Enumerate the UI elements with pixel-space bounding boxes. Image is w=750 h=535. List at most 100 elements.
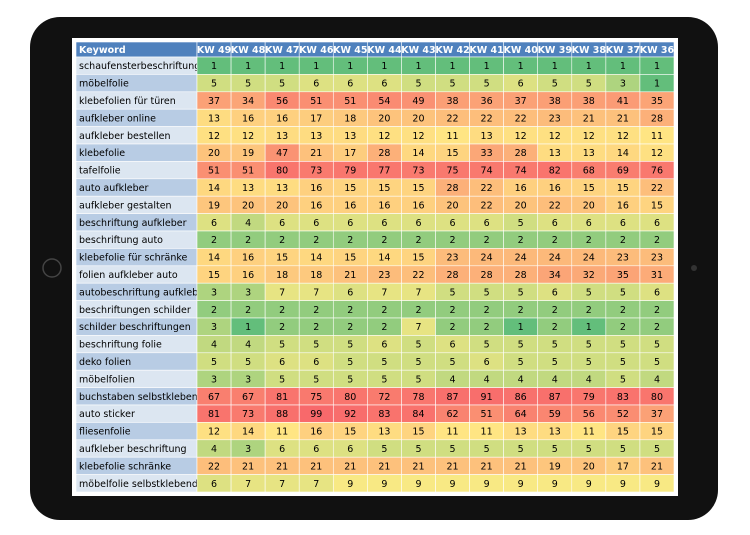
value-label: 3 [620,79,626,90]
value-label: 47 [276,148,288,159]
header-label: KW 41 [469,45,503,56]
value-label: 15 [651,200,663,211]
header-label: KW 37 [606,45,640,56]
value-label: 5 [484,287,490,298]
value-label: 5 [415,340,421,351]
value-label: 15 [412,183,424,194]
value-label: 2 [484,305,490,316]
value-label: 2 [654,305,660,316]
value-label: 4 [654,374,660,385]
value-label: 19 [242,148,254,159]
value-label: 5 [518,218,524,229]
home-button[interactable] [42,258,62,278]
value-label: 52 [617,409,629,420]
value-label: 13 [310,131,322,142]
value-label: 5 [586,340,592,351]
keyword-label: tafelfolie [79,166,121,177]
value-label: 14 [310,253,322,264]
value-label: 51 [310,96,322,107]
value-label: 22 [481,200,493,211]
value-label: 2 [381,305,387,316]
value-label: 79 [583,392,595,403]
value-label: 1 [347,61,353,72]
value-label: 9 [586,479,592,490]
value-label: 38 [549,96,561,107]
value-label: 2 [552,305,558,316]
value-label: 7 [381,287,387,298]
value-label: 1 [450,61,456,72]
value-label: 51 [344,96,356,107]
value-label: 5 [245,357,251,368]
keyword-label: folien aufkleber auto [79,270,178,281]
value-label: 2 [313,235,319,246]
value-label: 14 [242,427,254,438]
value-label: 24 [583,253,595,264]
value-label: 4 [211,444,217,455]
value-label: 6 [552,218,558,229]
keyword-label: auto sticker [79,409,135,420]
value-label: 14 [378,253,390,264]
value-label: 15 [412,253,424,264]
value-label: 2 [245,305,251,316]
value-label: 5 [552,340,558,351]
value-label: 37 [515,96,527,107]
value-label: 5 [313,340,319,351]
value-label: 1 [381,61,387,72]
keyword-label: auto aufkleber [79,183,148,194]
keyword-label: klebefolien für türen [79,96,176,107]
value-label: 12 [583,131,595,142]
value-label: 13 [481,131,493,142]
value-label: 13 [276,183,288,194]
value-label: 28 [446,270,458,281]
value-label: 17 [617,461,629,472]
value-label: 11 [583,427,595,438]
header-label: KW 46 [299,45,334,56]
value-label: 24 [515,253,527,264]
value-label: 11 [651,131,663,142]
keyword-label: beschriftungen schilder [79,305,191,316]
header-label: KW 44 [367,45,402,56]
value-label: 6 [313,357,319,368]
value-label: 14 [208,183,220,194]
value-label: 88 [276,409,288,420]
value-label: 5 [415,374,421,385]
value-label: 2 [620,235,626,246]
value-label: 4 [211,340,217,351]
value-label: 1 [552,61,558,72]
header-label: KW 45 [333,45,367,56]
value-label: 2 [654,322,660,333]
keyword-label: klebefolie für schränke [79,253,188,264]
value-label: 5 [279,79,285,90]
value-label: 2 [654,235,660,246]
value-label: 67 [208,392,220,403]
value-label: 3 [245,374,251,385]
value-label: 22 [481,183,493,194]
value-label: 13 [242,183,254,194]
value-label: 28 [515,270,527,281]
value-label: 7 [415,287,421,298]
value-label: 6 [415,218,421,229]
value-label: 16 [310,427,322,438]
value-label: 2 [313,322,319,333]
value-label: 2 [211,305,217,316]
value-label: 7 [279,287,285,298]
value-label: 5 [586,357,592,368]
value-label: 16 [310,183,322,194]
header-label: Keyword [79,45,126,56]
header-label: KW 38 [572,45,607,56]
value-label: 5 [552,444,558,455]
value-label: 1 [245,322,251,333]
value-label: 51 [481,409,493,420]
value-label: 12 [208,131,220,142]
value-label: 81 [276,392,288,403]
value-label: 34 [242,96,254,107]
value-label: 16 [515,183,527,194]
value-label: 64 [515,409,527,420]
value-label: 6 [586,218,592,229]
value-label: 15 [344,427,356,438]
keyword-label: schilder beschriftungen [79,322,191,333]
value-label: 28 [651,113,663,124]
value-label: 16 [242,113,254,124]
value-label: 5 [654,340,660,351]
value-label: 15 [617,183,629,194]
